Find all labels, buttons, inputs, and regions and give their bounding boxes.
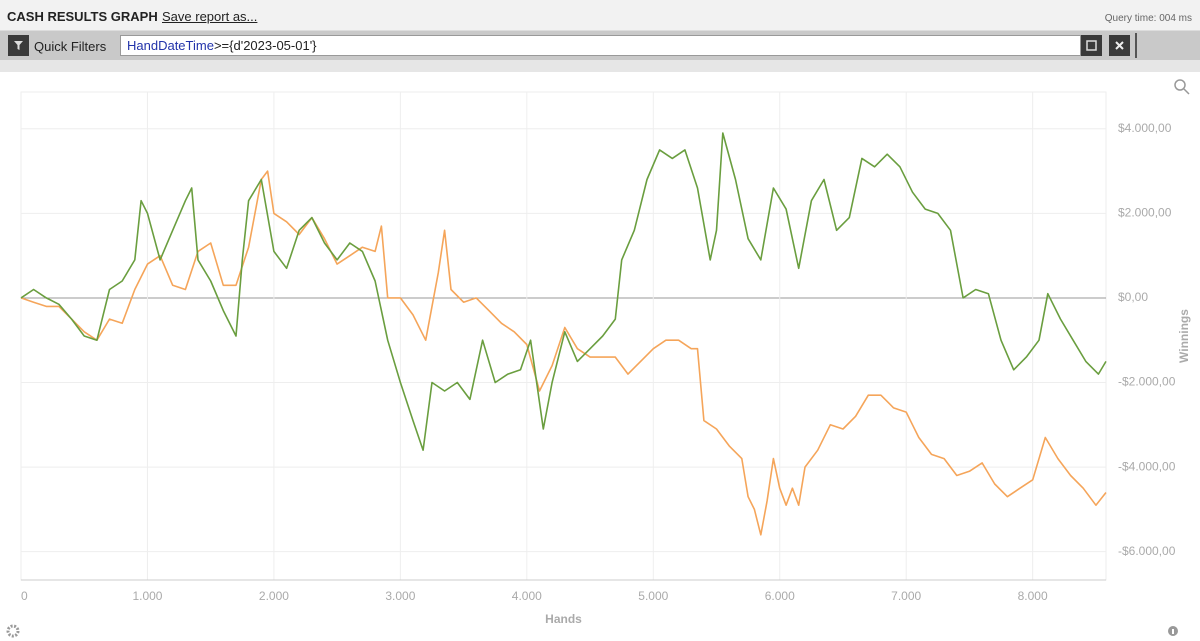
save-filter-button[interactable] — [1081, 35, 1102, 56]
x-tick-label: 2.000 — [259, 589, 289, 603]
series-line — [20, 132, 1107, 451]
filter-icon[interactable] — [8, 35, 29, 56]
filter-value: >={d'2023-05-01'} — [213, 38, 317, 53]
x-tick-label: 3.000 — [385, 589, 415, 603]
x-tick-label: 1.000 — [132, 589, 162, 603]
quick-filters-label: Quick Filters — [34, 39, 107, 54]
x-tick-label: 0 — [21, 589, 28, 603]
y-tick-label: $0,00 — [1118, 290, 1148, 304]
divider — [1135, 33, 1137, 58]
x-tick-label: 6.000 — [765, 589, 795, 603]
x-tick-label: 4.000 — [512, 589, 542, 603]
y-tick-label: -$4.000,00 — [1118, 459, 1176, 473]
filter-input[interactable]: HandDateTime>={d'2023-05-01'} — [120, 35, 1081, 56]
clear-filter-button[interactable] — [1109, 35, 1130, 56]
chart: -$6.000,00 -$4.000,00 -$2.000,00 $0,00 $2.00… — [6, 79, 1191, 638]
y-tick-label: $4.000,00 — [1118, 121, 1172, 135]
header-bar: CASH RESULTS GRAPH Save report as... Que… — [0, 0, 1200, 31]
x-tick-label: 5.000 — [638, 589, 668, 603]
save-report-link[interactable]: Save report as... — [162, 9, 258, 24]
filter-bar: Quick Filters HandDateTime>={d'2023-05-0… — [0, 31, 1200, 60]
y-tick-label: -$6.000,00 — [1118, 544, 1176, 558]
filter-field: HandDateTime — [127, 38, 214, 53]
report-title: CASH RESULTS GRAPH — [7, 9, 158, 24]
x-tick-label: 8.000 — [1018, 589, 1048, 603]
y-axis-label: Winnings — [1177, 309, 1191, 363]
info-icon[interactable] — [1168, 626, 1178, 636]
zoom-icon[interactable] — [1174, 79, 1190, 95]
x-tick-label: 7.000 — [891, 589, 921, 603]
settings-icon[interactable] — [6, 624, 20, 638]
y-tick-label: -$2.000,00 — [1118, 375, 1176, 389]
separator — [0, 60, 1200, 72]
x-axis-label: Hands — [545, 612, 582, 626]
query-time: Query time: 004 ms — [1104, 13, 1192, 24]
y-tick-label: $2.000,00 — [1118, 206, 1172, 220]
series-line — [20, 170, 1107, 536]
